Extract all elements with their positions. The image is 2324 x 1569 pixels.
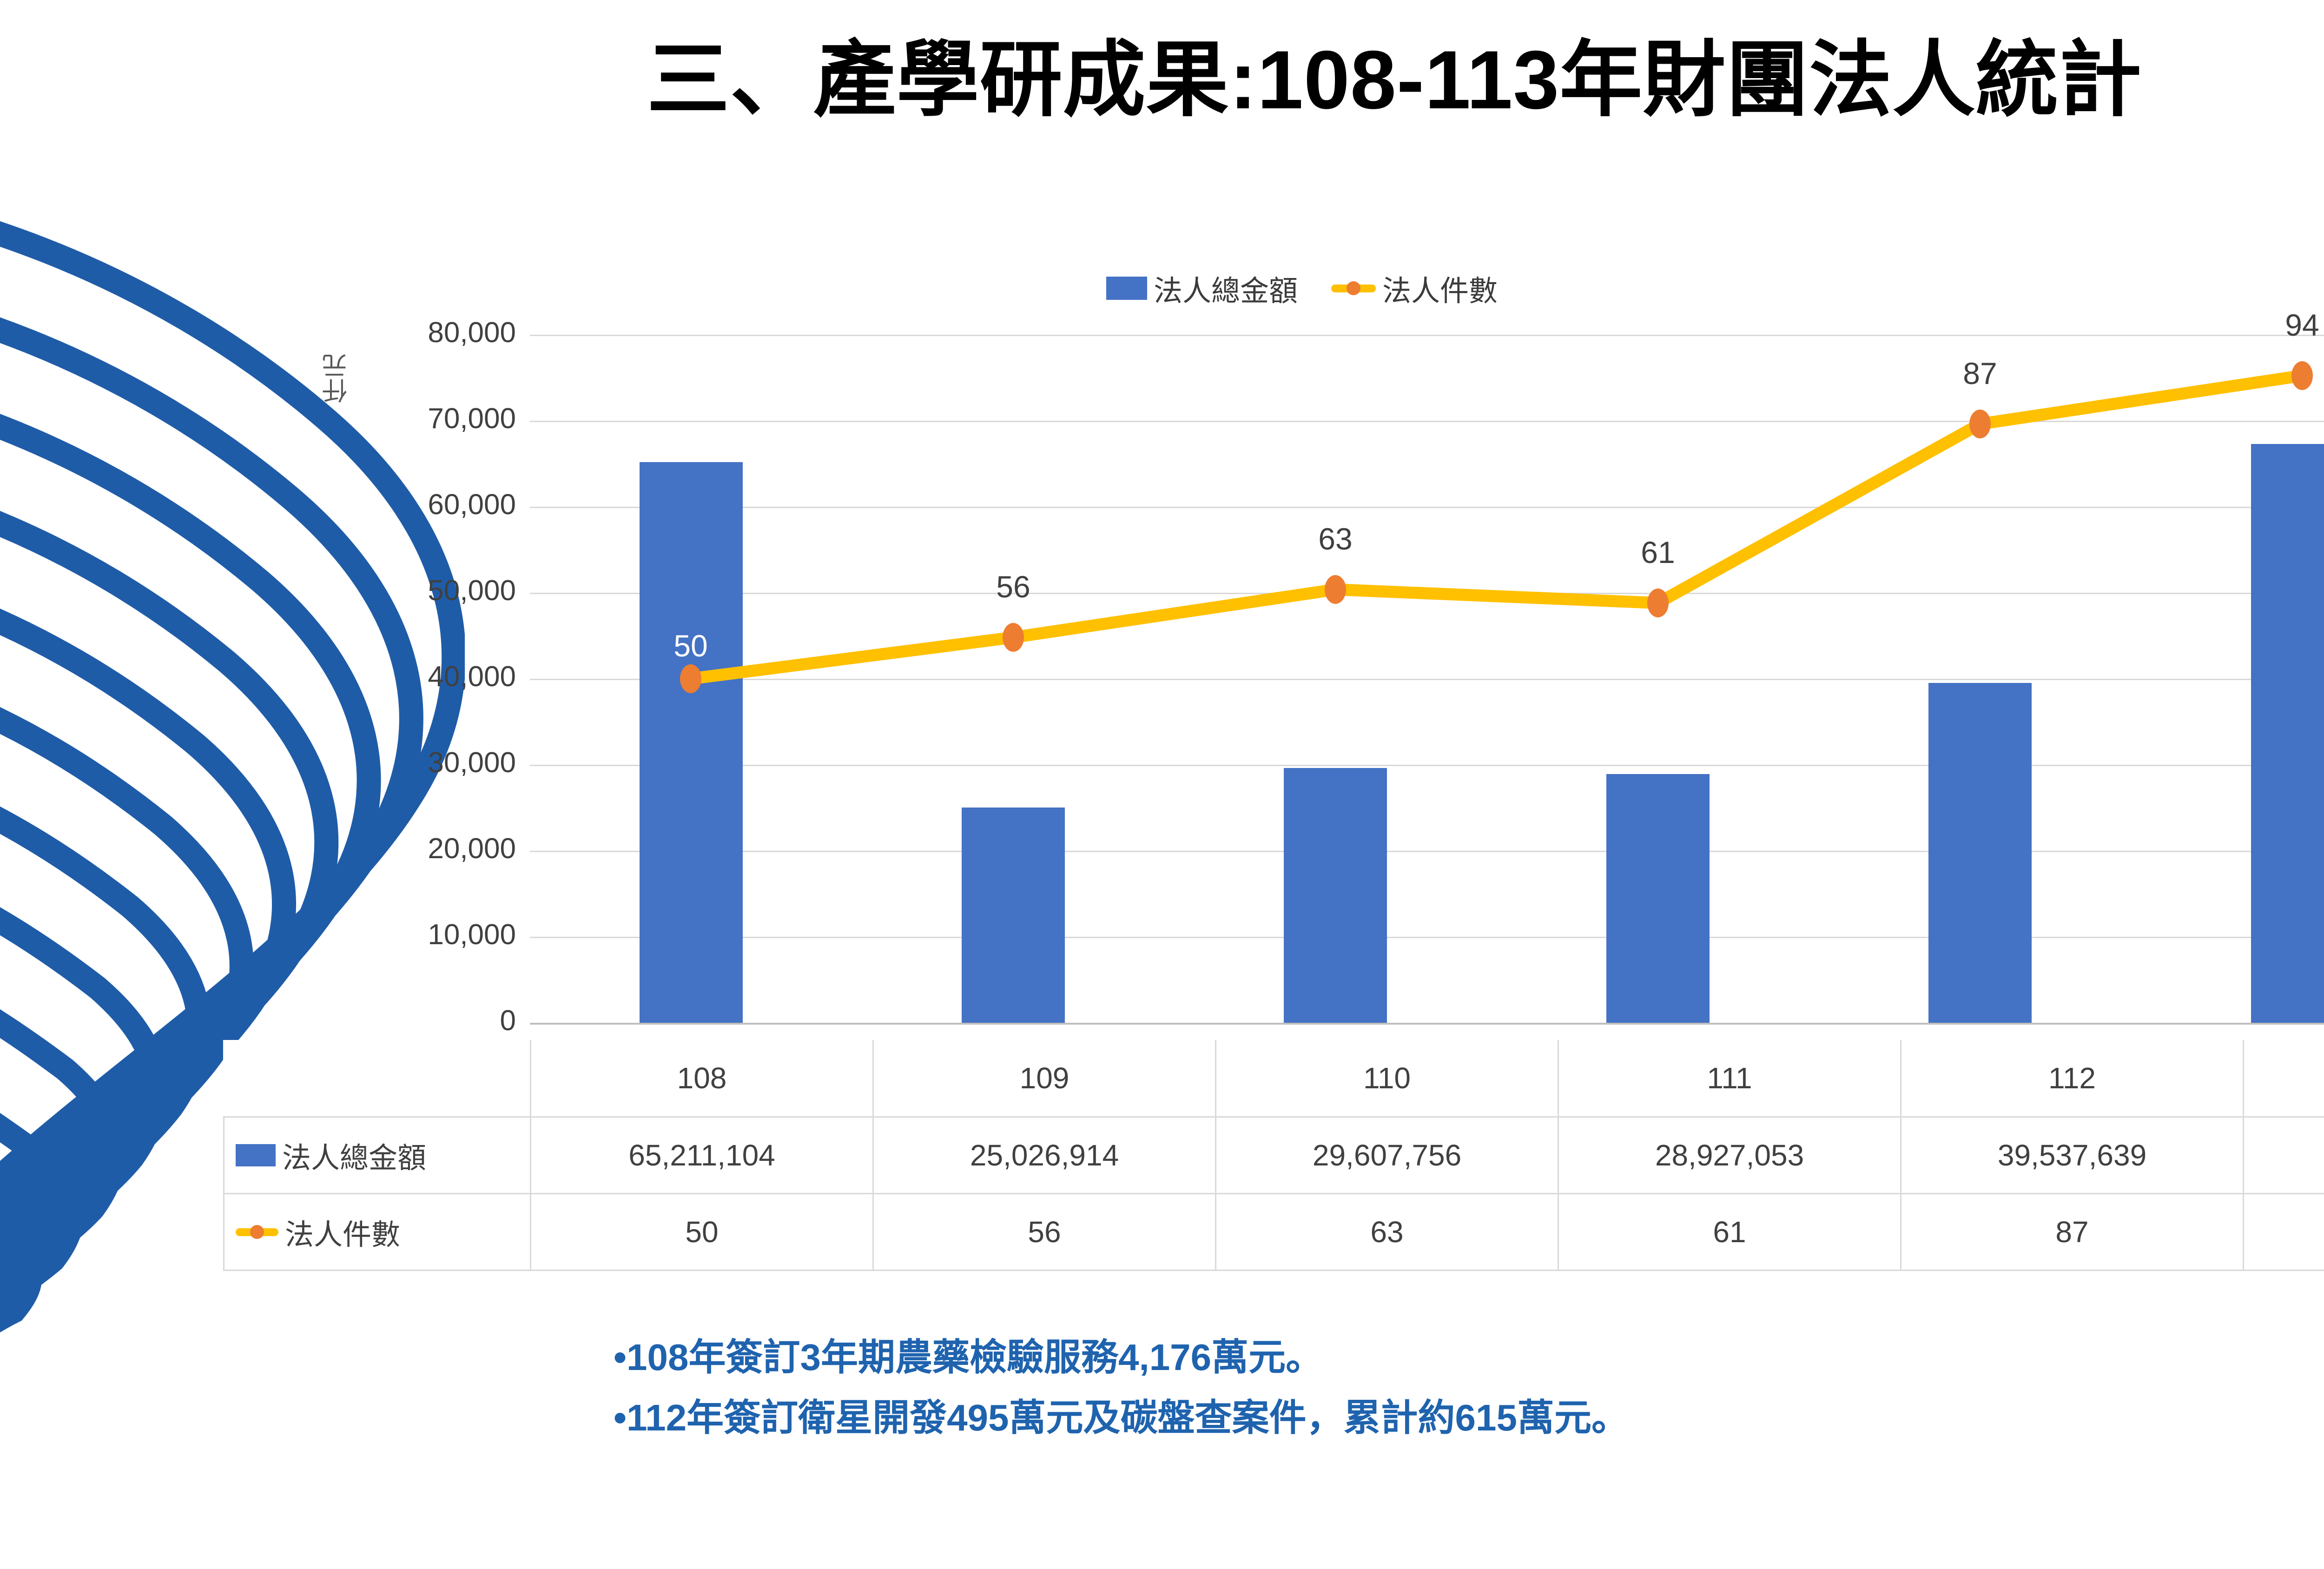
notes-bullet-list: •108年簽訂3年期農藥檢驗服務4,176萬元。 •112年簽訂衛星開發495萬… bbox=[614, 1327, 2324, 1448]
bar-swatch-icon bbox=[236, 1144, 276, 1166]
table-cell: 29,607,756 bbox=[1215, 1116, 1559, 1194]
bullet-item: •112年簽訂衛星開發495萬元及碳盤查案件，累計約615萬元。 bbox=[614, 1397, 1629, 1438]
chart-data-table: 108 109 110 111 112 113/08/29 法人總金額 65,2… bbox=[223, 1040, 2324, 1271]
chart-line-series: 50 56 63 61 87 94 bbox=[530, 308, 2324, 1023]
table-row-header-total-amount: 法人總金額 bbox=[223, 1116, 531, 1194]
table-col-header: 108 bbox=[530, 1040, 874, 1118]
legend-label-case-count: 法人件數 bbox=[1382, 275, 1498, 307]
table-col-header: 109 bbox=[872, 1040, 1216, 1118]
table-row-header-case-count: 法人件數 bbox=[223, 1192, 531, 1271]
y-axis-left-ticks: 80,000 70,000 60,000 50,000 40,000 30,00… bbox=[363, 317, 516, 1037]
y-tick-left: 70,000 bbox=[428, 403, 516, 435]
table-cell: 87 bbox=[1900, 1192, 2244, 1271]
y-tick-left: 80,000 bbox=[428, 317, 516, 349]
table-cell: 65,211,104 bbox=[530, 1116, 874, 1194]
bar-112 bbox=[1928, 683, 2032, 1023]
table-cell: 39,537,639 bbox=[1900, 1116, 2244, 1194]
line-marker-swatch-icon bbox=[236, 1222, 278, 1242]
bar-109 bbox=[961, 808, 1065, 1023]
table-row: 法人件數 50 56 63 61 87 94 bbox=[223, 1192, 2324, 1271]
y-tick-left: 30,000 bbox=[428, 747, 516, 779]
legend-entry-total-amount: 法人總金額 bbox=[1106, 267, 1298, 309]
line-label-112: 87 bbox=[1963, 356, 1997, 391]
table-col-header: 113/08/29 bbox=[2243, 1040, 2324, 1118]
table-corner-cell bbox=[224, 1040, 531, 1117]
bar-110 bbox=[1283, 768, 1387, 1023]
line-label-111: 61 bbox=[1641, 535, 1675, 569]
y-tick-left: 40,000 bbox=[428, 661, 516, 693]
table-row: 法人總金額 65,211,104 25,026,914 29,607,756 2… bbox=[223, 1116, 2324, 1194]
y-tick-left: 60,000 bbox=[428, 489, 516, 521]
line-label-113: 94 bbox=[2285, 308, 2319, 342]
bullet-item: •108年簽訂3年期農藥檢驗服務4,176萬元。 bbox=[614, 1337, 1323, 1378]
table-cell: 63 bbox=[1215, 1192, 1559, 1271]
legend-entry-case-count: 法人件數 bbox=[1331, 267, 1498, 309]
line-label-110: 63 bbox=[1318, 522, 1353, 556]
table-cell: 28,927,053 bbox=[1558, 1116, 1901, 1194]
bar-111 bbox=[1606, 774, 1710, 1023]
table-col-header: 110 bbox=[1215, 1040, 1559, 1118]
table-cell: 25,026,914 bbox=[872, 1116, 1216, 1194]
row-label: 法人總金額 bbox=[282, 1142, 427, 1174]
table-cell: 56 bbox=[872, 1192, 1216, 1271]
table-cell: 67,322,250 bbox=[2243, 1116, 2324, 1194]
table-cell: 61 bbox=[1558, 1192, 1901, 1271]
row-label: 法人件數 bbox=[285, 1218, 401, 1251]
bar-swatch-icon bbox=[1106, 277, 1147, 300]
table-row-categories: 108 109 110 111 112 113/08/29 bbox=[224, 1040, 2324, 1118]
line-marker-swatch-icon bbox=[1331, 278, 1376, 299]
slide-title: 三、產學研成果:108-113年財團法人統計 bbox=[647, 33, 2142, 126]
line-label-109: 56 bbox=[996, 569, 1030, 604]
y-tick-left: 50,000 bbox=[428, 575, 516, 607]
chart-plot-area: 仟元 80,000 70,000 60,000 50,000 40,000 30… bbox=[223, 308, 2324, 1041]
table-col-header: 111 bbox=[1558, 1040, 1901, 1118]
line-label-108: 50 bbox=[673, 629, 708, 663]
table-col-header: 112 bbox=[1900, 1040, 2244, 1118]
bar-113 bbox=[2251, 444, 2324, 1023]
y-tick-left: 0 bbox=[500, 1005, 516, 1037]
chart-legend: 法人總金額 法人件數 bbox=[1106, 267, 1498, 309]
table-cell: 50 bbox=[530, 1192, 874, 1271]
table-cell: 94 bbox=[2243, 1192, 2324, 1271]
y-tick-left: 20,000 bbox=[428, 833, 516, 865]
chart-bars bbox=[530, 335, 2324, 1023]
legend-label-total-amount: 法人總金額 bbox=[1154, 275, 1298, 307]
y-tick-left: 10,000 bbox=[428, 919, 516, 951]
bar-108 bbox=[639, 462, 743, 1023]
